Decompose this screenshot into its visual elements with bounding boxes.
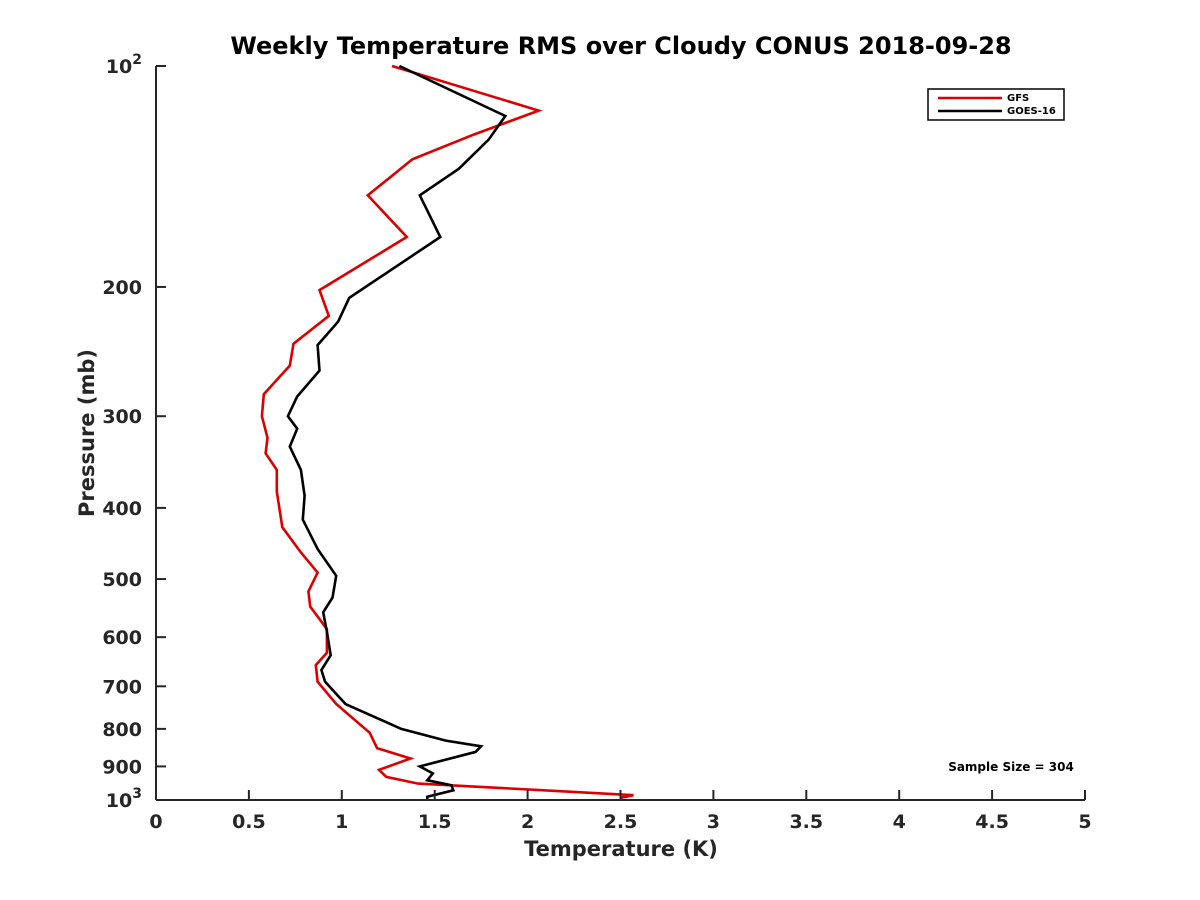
x-tick-label: 4: [893, 811, 906, 833]
y-tick-label: 102: [106, 52, 142, 78]
y-tick-label: 103: [106, 786, 142, 812]
x-tick-label: 3: [707, 811, 720, 833]
x-tick-label: 2: [521, 811, 534, 833]
legend-label-gfs: GFS: [1007, 93, 1029, 104]
sample-size-annotation: Sample Size = 304: [948, 760, 1074, 774]
y-tick-label: 400: [102, 498, 142, 520]
y-tick-label: 700: [102, 676, 142, 698]
y-tick-label: 500: [102, 569, 142, 591]
x-axis-label: Temperature (K): [524, 837, 718, 861]
x-tick-label: 1: [335, 811, 348, 833]
legend: GFS GOES-16: [927, 88, 1065, 121]
x-tick-label: 2.5: [604, 811, 638, 833]
y-axis-label: Pressure (mb): [75, 349, 99, 517]
legend-box: [927, 88, 1065, 121]
series-line-goes16: [286, 64, 508, 800]
y-tick-label: 600: [102, 627, 142, 649]
x-tick-label: 3.5: [789, 811, 823, 833]
series-line-gfs: [260, 64, 634, 800]
chart-title: Weekly Temperature RMS over Cloudy CONUS…: [230, 32, 1011, 60]
x-tick-label: 0.5: [232, 811, 266, 833]
x-tick-label: 5: [1078, 811, 1091, 833]
x-tick-label: 4.5: [975, 811, 1009, 833]
plot-area: [260, 64, 634, 800]
x-tick-label: 1.5: [418, 811, 452, 833]
y-tick-label: 300: [102, 406, 142, 428]
axes: 0 0.5 1 1.5 2 2.5 3 3.5 4 4.5 5 102 200 300 400 500 600 7…: [102, 52, 1091, 833]
y-tick-label: 200: [102, 277, 142, 299]
x-tick-label: 0: [149, 811, 162, 833]
legend-label-goes16: GOES-16: [1007, 106, 1056, 117]
y-tick-label: 800: [102, 719, 142, 741]
y-tick-label: 900: [102, 756, 142, 778]
